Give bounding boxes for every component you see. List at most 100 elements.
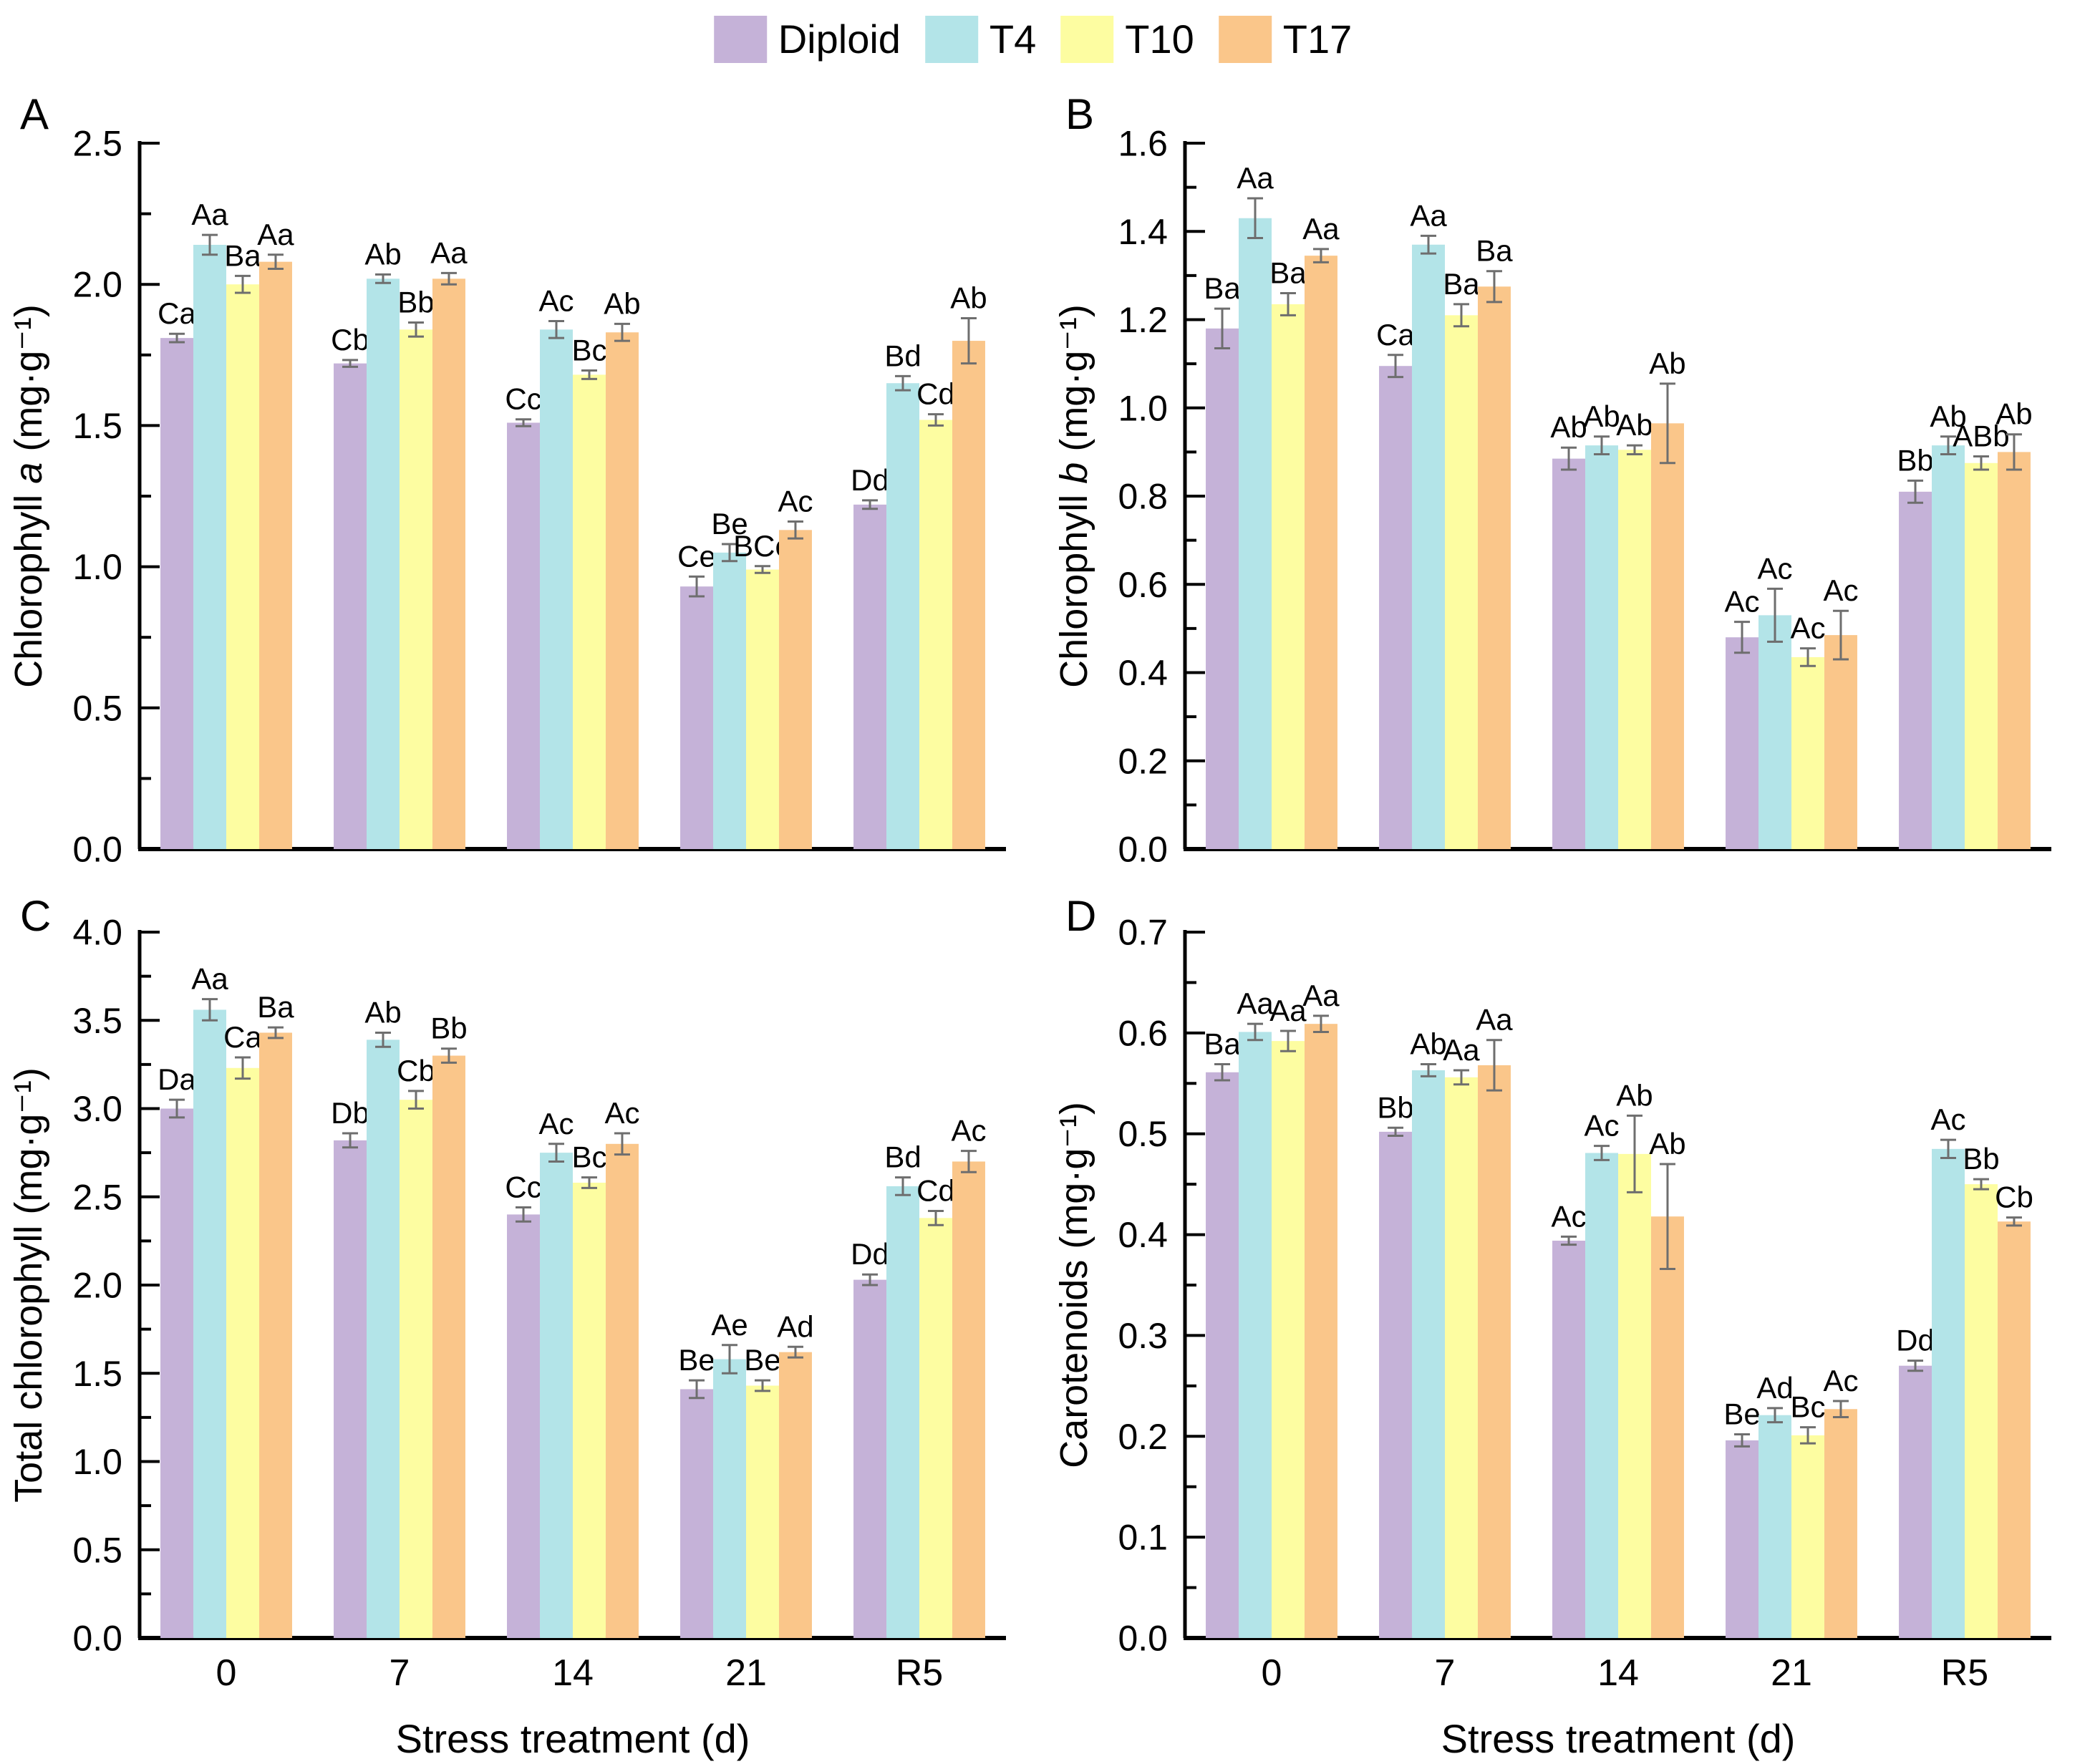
bar-B-R5-Diploid <box>1899 491 1932 849</box>
x-axis-title: Stress treatment (d) <box>396 1716 750 1761</box>
sig-label: Ce <box>677 539 716 573</box>
sig-label: Cb <box>397 1054 435 1087</box>
bar-A-14-T4 <box>540 329 573 850</box>
sig-label: Aa <box>191 198 228 231</box>
sig-label: Ac <box>1790 611 1825 645</box>
sig-label: Ae <box>711 1308 748 1342</box>
bar-B-R5-T4 <box>1932 445 1965 849</box>
sig-label: Ab <box>1616 408 1653 442</box>
sig-label: Ca <box>158 296 196 330</box>
bar-A-7-T17 <box>432 278 465 849</box>
sig-label: Cb <box>1995 1181 2033 1214</box>
sig-label: Ab <box>1583 399 1620 433</box>
sig-label: Aa <box>1302 212 1340 246</box>
y-tick-label: 1.0 <box>72 547 122 587</box>
y-tick-label: 2.5 <box>72 124 122 164</box>
bar-B-R5-T10 <box>1965 462 1998 849</box>
sig-label: Ab <box>604 286 640 320</box>
sig-label: Db <box>331 1096 369 1130</box>
bar-B-21-T17 <box>1824 635 1857 849</box>
sig-label: Bc <box>1790 1390 1825 1424</box>
y-tick-label: 0.3 <box>1118 1316 1168 1356</box>
bar-A-0-Diploid <box>160 338 194 849</box>
sig-label: Ca <box>1376 318 1415 352</box>
y-tick-label: 0.5 <box>72 1530 122 1570</box>
bar-D-7-T10 <box>1445 1077 1478 1638</box>
y-tick-label: 0.4 <box>1118 1215 1168 1255</box>
bar-C-R5-T10 <box>919 1218 952 1638</box>
bar-C-R5-T17 <box>952 1161 985 1638</box>
sig-label: Ab <box>1616 1078 1653 1112</box>
sig-label: Be <box>711 507 748 541</box>
bar-B-7-T10 <box>1445 315 1478 849</box>
sig-label: Ca <box>223 1020 262 1054</box>
legend-label: T17 <box>1282 16 1353 62</box>
panel-letter: A <box>20 90 49 138</box>
sig-label: Ad <box>1756 1371 1793 1405</box>
legend-swatch-t4 <box>924 16 978 63</box>
bar-A-21-T17 <box>778 530 812 849</box>
sig-label: Ba <box>1204 1027 1241 1061</box>
bar-A-R5-T10 <box>919 420 952 849</box>
x-tick-label: 21 <box>1771 1652 1812 1694</box>
bar-A-7-T4 <box>367 278 400 849</box>
sig-label: Ab <box>364 237 401 271</box>
sig-label: Cc <box>505 1171 541 1204</box>
y-tick-label: 0.0 <box>72 1619 122 1659</box>
sig-label: Be <box>1723 1397 1760 1430</box>
bar-C-14-T4 <box>540 1153 573 1638</box>
bar-B-14-Diploid <box>1552 458 1586 849</box>
sig-label: Ab <box>1410 1027 1446 1061</box>
bar-D-0-Diploid <box>1206 1072 1239 1638</box>
x-tick-label: 7 <box>390 1652 410 1694</box>
sig-label: Dd <box>851 463 889 497</box>
bar-B-R5-T17 <box>1997 452 2031 849</box>
y-tick-label: 1.6 <box>1118 124 1168 164</box>
sig-label: ABb <box>1953 420 2009 453</box>
sig-label: Ba <box>257 990 294 1024</box>
bar-D-R5-T4 <box>1932 1148 1965 1638</box>
bar-D-7-T17 <box>1477 1065 1511 1638</box>
sig-label: Aa <box>1476 1003 1513 1037</box>
bar-B-7-Diploid <box>1379 366 1413 849</box>
sig-label: Ac <box>1823 573 1858 607</box>
panel-letter: C <box>20 892 51 940</box>
sig-label: Aa <box>1443 1033 1480 1067</box>
bar-C-7-Diploid <box>334 1140 367 1638</box>
sig-label: Be <box>678 1343 715 1377</box>
legend-label: Diploid <box>778 16 901 62</box>
bar-A-7-Diploid <box>334 363 367 850</box>
sig-label: Bd <box>884 339 921 372</box>
x-tick-label: 0 <box>1262 1652 1282 1694</box>
bar-C-21-Diploid <box>680 1389 714 1638</box>
sig-label: Ac <box>951 1114 986 1148</box>
x-tick-label: 7 <box>1435 1652 1456 1694</box>
y-tick-label: 0.8 <box>1118 477 1168 517</box>
legend-swatch-t17 <box>1218 16 1272 63</box>
bar-A-14-T10 <box>573 374 606 849</box>
sig-label: Bd <box>884 1140 921 1174</box>
bar-B-14-T17 <box>1650 423 1684 849</box>
sig-label: Ab <box>1930 399 1966 433</box>
bar-B-0-T4 <box>1239 218 1272 849</box>
bar-D-21-T10 <box>1791 1435 1824 1638</box>
bar-D-14-Diploid <box>1552 1241 1586 1638</box>
y-tick-label: 0.2 <box>1118 1417 1168 1457</box>
y-axis-title: Chlorophyll b (mg·g⁻¹) <box>1053 304 1095 688</box>
bar-B-21-Diploid <box>1726 637 1759 849</box>
sig-label: Bb <box>397 285 434 319</box>
bar-A-7-T10 <box>400 329 432 850</box>
bar-A-R5-T4 <box>886 383 919 849</box>
sig-label: Cc <box>505 382 541 416</box>
bar-C-7-T10 <box>400 1100 432 1638</box>
bar-A-0-T10 <box>226 284 259 849</box>
sig-label: Be <box>744 1343 780 1377</box>
x-tick-label: 0 <box>216 1652 237 1694</box>
bar-C-21-T4 <box>713 1359 746 1638</box>
y-tick-label: 1.5 <box>72 406 122 446</box>
y-tick-label: 1.4 <box>1118 212 1168 252</box>
sig-label: Aa <box>1237 161 1274 195</box>
bar-A-0-T17 <box>258 261 292 849</box>
bar-C-14-T17 <box>605 1143 639 1638</box>
y-tick-label: 0.0 <box>72 830 122 870</box>
